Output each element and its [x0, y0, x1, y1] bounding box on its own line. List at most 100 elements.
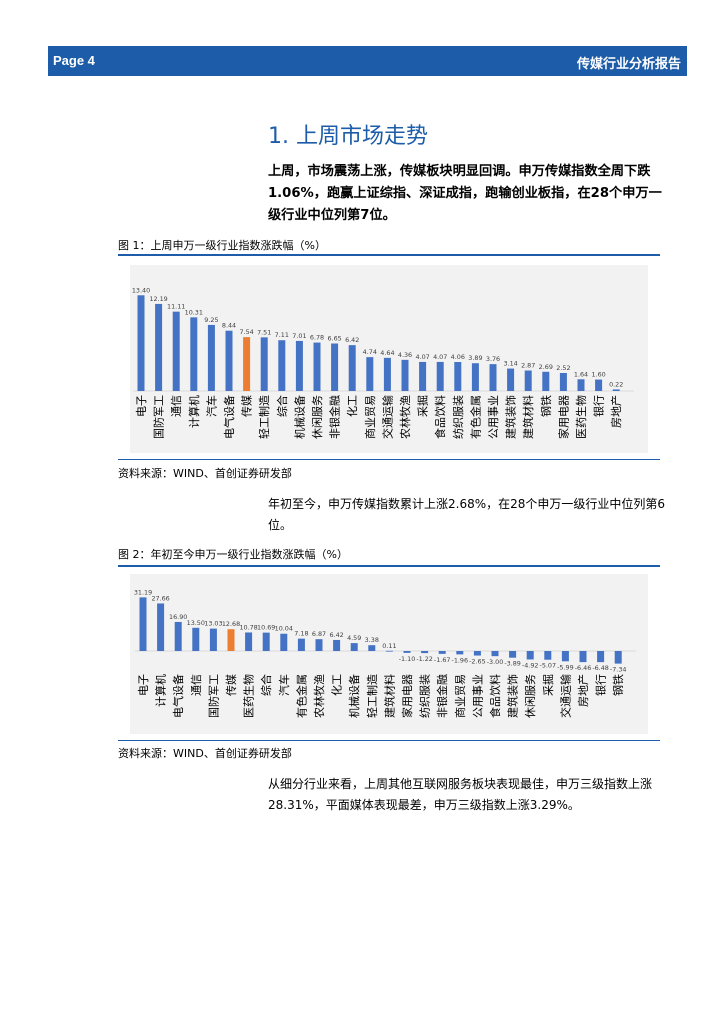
chart-bar	[471, 363, 479, 391]
chart-data-label: -5.07	[540, 662, 557, 670]
figure-1-source: 资料来源：WIND、首创证券研发部	[118, 467, 292, 480]
chart-category-label: 休闲服务	[523, 674, 537, 718]
chart-data-label: 7.54	[239, 328, 253, 336]
chart-data-label: 4.74	[363, 348, 377, 356]
chart-category-label: 公用事业	[487, 395, 500, 439]
chart-category-label: 化工	[345, 395, 359, 417]
chart-bar	[419, 361, 427, 391]
chart-data-label: 31.19	[134, 588, 152, 596]
chart-category-label: 计算机	[154, 674, 168, 707]
figure-2-chart: 31.19 电子 27.66 计算机 16.90 电气设备 13.50 通信 13.03 国防军工…	[118, 568, 660, 738]
chart-bar	[295, 340, 303, 391]
chart-data-label: 27.66	[151, 594, 169, 602]
chart-bar	[544, 651, 552, 660]
chart-category-label: 建筑装饰	[506, 674, 520, 718]
chart-bar	[577, 379, 585, 391]
chart-data-label: -1.10	[399, 655, 416, 663]
chart-category-label: 银行	[594, 674, 608, 696]
chart-category-label: 医药生物	[242, 674, 256, 718]
chart-bar	[542, 371, 550, 391]
chart-data-label: 3.76	[486, 355, 500, 363]
chart-bar	[137, 295, 145, 391]
chart-bar	[454, 362, 462, 391]
chart-data-label: 13.50	[187, 619, 205, 627]
chart-bar	[262, 632, 270, 651]
chart-category-label: 国防军工	[206, 674, 220, 718]
chart-data-label: 4.07	[415, 353, 429, 361]
chart-bar	[313, 342, 321, 391]
chart-data-label: 4.64	[380, 349, 394, 357]
section-title: 1. 上周市场走势	[268, 124, 428, 149]
chart-data-label: -6.46	[575, 664, 592, 672]
chart-bar	[297, 638, 305, 651]
chart-category-label: 非银金融	[435, 674, 449, 718]
chart-data-label: 9.25	[204, 316, 218, 324]
chart-data-label: -1.67	[434, 656, 451, 664]
chart-category-label: 电子	[137, 674, 150, 696]
chart-bar	[507, 368, 515, 391]
chart-category-label: 机械设备	[347, 674, 361, 718]
chart-bar	[260, 337, 268, 391]
chart-category-label: 家用电器	[556, 395, 570, 439]
chart-category-label: 钢铁	[612, 674, 625, 696]
chart-bar	[348, 345, 356, 391]
chart-data-label: 0.11	[382, 642, 396, 650]
chart-category-label: 钢铁	[540, 395, 553, 417]
chart-data-label: 6.42	[345, 336, 359, 344]
chart-bar	[172, 311, 180, 391]
paragraph-subsector: 从细分行业来看，上周其他互联网服务板块表现最佳，申万三级指数上涨28.31%，平…	[268, 777, 653, 812]
figure-2-top-rule	[118, 565, 660, 567]
paragraph-ytd: 年初至今，申万传媒指数累计上涨2.68%，在28个申万一级行业中位列第6位。	[268, 497, 666, 532]
figure-2-caption: 图 2：年初至今申万一级行业指数涨跌幅（%）	[118, 548, 348, 561]
chart-data-label: 13.40	[132, 286, 150, 294]
chart-category-label: 有色金属	[468, 395, 482, 439]
chart-2-svg: 31.19 电子 27.66 计算机 16.90 电气设备 13.50 通信 13.03 国防军工…	[130, 574, 648, 734]
chart-category-label: 农林牧渔	[312, 674, 326, 718]
chart-data-label: 12.68	[222, 620, 240, 628]
chart-bar	[579, 651, 587, 663]
lead-paragraph: 上周，市场震荡上涨，传媒板块明显回调。申万传媒指数全周下跌1.06%，跑赢上证综…	[268, 164, 662, 223]
chart-bar	[383, 357, 391, 391]
chart-data-label: 1.64	[574, 370, 588, 378]
chart-bar	[436, 361, 444, 391]
figure-1-chart: 13.40 电子 12.19 国防军工 11.11 通信 10.31 计算机 9.25 汽车 8.4…	[118, 257, 660, 457]
chart-data-label: 6.78	[310, 334, 324, 342]
chart-data-label: 0.22	[609, 380, 623, 388]
chart-category-label: 综合	[259, 674, 273, 696]
chart-bar	[438, 651, 446, 654]
chart-bar	[157, 603, 165, 651]
chart-category-label: 计算机	[187, 395, 201, 428]
chart-data-label: 6.87	[312, 630, 326, 638]
chart-category-label: 建筑材料	[382, 674, 396, 718]
chart-data-label: 8.44	[222, 322, 236, 330]
chart-data-label: 4.06	[451, 353, 465, 361]
chart-bar	[612, 389, 620, 391]
chart-bar	[489, 364, 497, 391]
chart-data-label: 7.11	[275, 331, 289, 339]
chart-bar	[190, 317, 198, 391]
chart-bar	[368, 645, 376, 651]
chart-data-label: -4.92	[522, 661, 539, 669]
chart-bar	[421, 651, 429, 654]
chart-bar	[401, 359, 409, 391]
chart-data-label: 6.65	[327, 335, 341, 343]
chart-data-label: 10.78	[239, 623, 257, 631]
chart-category-label: 传媒	[241, 395, 254, 417]
chart-category-label: 综合	[275, 395, 289, 417]
chart-data-label: -1.22	[416, 655, 433, 663]
chart-data-label: 3.89	[468, 354, 482, 362]
chart-bar	[350, 643, 358, 651]
chart-bar	[155, 303, 163, 391]
figure-2-bottom-rule	[118, 740, 660, 741]
chart-data-label: -5.99	[557, 663, 574, 671]
chart-category-label: 通信	[190, 674, 203, 696]
chart-data-label: 6.42	[329, 631, 343, 639]
chart-bar	[614, 651, 622, 664]
chart-bar	[561, 651, 569, 662]
page-header: Page 4 传媒行业分析报告	[48, 46, 687, 76]
chart-bar	[403, 651, 411, 653]
chart-data-label: 2.52	[556, 364, 570, 372]
chart-category-label: 银行	[592, 395, 606, 417]
chart-data-label: 10.31	[185, 308, 203, 316]
chart-data-label: 16.90	[169, 613, 187, 621]
